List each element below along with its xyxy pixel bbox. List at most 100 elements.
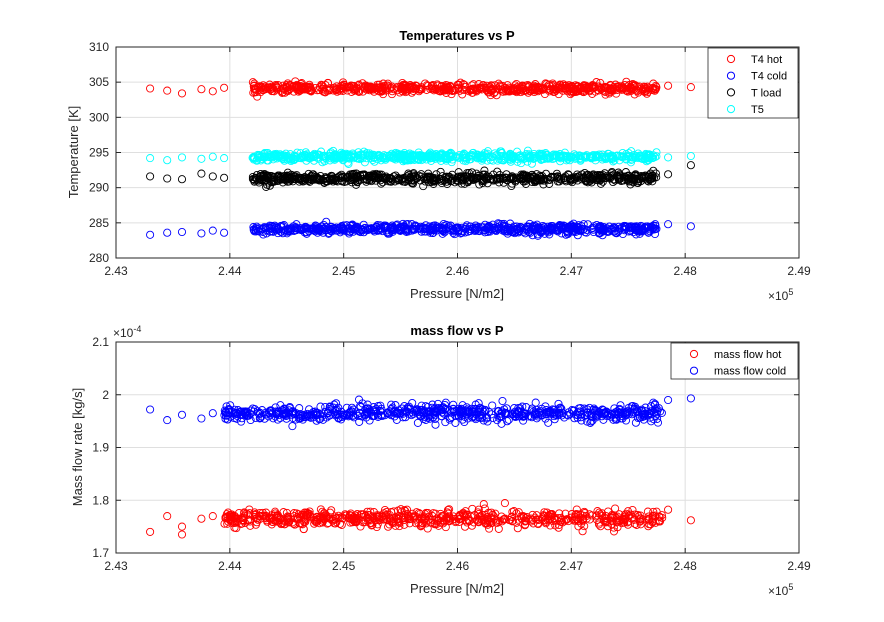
data-point (163, 86, 172, 95)
data-point (255, 414, 264, 423)
data-point (512, 225, 521, 234)
data-point (222, 408, 231, 418)
data-point (315, 85, 324, 95)
data-point (373, 520, 382, 529)
y-tick-label: 1.9 (92, 441, 109, 455)
data-point (416, 509, 425, 519)
data-point (363, 507, 372, 516)
data-point (633, 178, 643, 188)
data-point (517, 514, 526, 523)
data-point (374, 173, 383, 182)
data-point (341, 511, 350, 520)
data-point (460, 417, 469, 427)
x-tick-label: 2.48 (673, 264, 697, 278)
data-point (347, 152, 357, 161)
data-point (547, 512, 556, 521)
data-point (624, 84, 633, 93)
data-point (260, 414, 269, 423)
y-tick-label: 290 (89, 181, 109, 195)
data-point (423, 524, 432, 533)
data-point (648, 511, 657, 520)
data-point (208, 409, 217, 418)
data-point (477, 152, 486, 161)
data-point (581, 173, 590, 182)
data-point (489, 89, 498, 98)
data-point (289, 87, 298, 96)
data-point (394, 175, 404, 184)
data-point (285, 174, 294, 183)
data-point (246, 521, 255, 530)
data-point (611, 504, 620, 513)
data-point (280, 410, 289, 419)
data-point (268, 178, 277, 187)
data-point (549, 173, 558, 182)
data-point (436, 167, 445, 176)
data-point (618, 414, 627, 423)
data-point (589, 222, 598, 231)
data-point (361, 410, 370, 419)
data-point (354, 173, 363, 182)
data-point (177, 227, 187, 237)
legend-marker (726, 88, 736, 97)
legend-item: T5 (726, 104, 764, 116)
data-point (445, 224, 455, 233)
data-point (291, 224, 300, 233)
data-point (551, 410, 560, 419)
data-point (634, 149, 643, 158)
data-point (335, 171, 344, 181)
data-point (524, 152, 534, 161)
data-point (340, 411, 349, 421)
data-point (646, 175, 655, 184)
data-point (323, 86, 332, 95)
data-point (454, 177, 463, 186)
legend-marker (689, 349, 699, 359)
data-point (277, 221, 286, 231)
data-point (646, 520, 655, 529)
data-point (545, 80, 554, 89)
data-point (250, 84, 259, 93)
data-point (263, 152, 272, 161)
data-point (343, 158, 352, 167)
data-point (444, 174, 453, 184)
data-point (610, 404, 619, 413)
data-point (596, 83, 605, 92)
data-point (480, 504, 489, 513)
data-point (440, 404, 450, 413)
data-point (326, 508, 335, 517)
data-point (480, 170, 489, 179)
data-point (208, 172, 217, 181)
data-point (254, 152, 263, 161)
data-point (251, 226, 260, 235)
scatter-points (146, 394, 695, 539)
data-point (304, 224, 313, 233)
data-point (177, 89, 187, 98)
data-point (398, 174, 407, 183)
data-point (618, 412, 627, 421)
data-point (413, 155, 422, 164)
data-point (641, 403, 650, 412)
data-point (312, 409, 321, 418)
data-point (477, 515, 486, 524)
data-point (609, 222, 619, 232)
data-point (376, 401, 385, 410)
data-point (359, 170, 369, 179)
data-point (644, 156, 653, 165)
data-point (255, 511, 264, 520)
series-t4-hot (146, 77, 695, 101)
data-point (282, 414, 291, 423)
legend-label: mass flow hot (714, 349, 781, 361)
data-point (525, 172, 534, 182)
data-point (583, 170, 592, 179)
data-point (488, 156, 497, 165)
data-point (549, 224, 558, 233)
data-point (561, 515, 570, 524)
data-point (373, 151, 382, 160)
data-point (596, 510, 605, 519)
data-point (553, 172, 562, 181)
data-point (247, 406, 256, 415)
data-point (349, 172, 358, 182)
data-point (621, 154, 630, 163)
data-point (347, 81, 356, 90)
data-point (527, 170, 536, 179)
data-point (401, 413, 410, 422)
